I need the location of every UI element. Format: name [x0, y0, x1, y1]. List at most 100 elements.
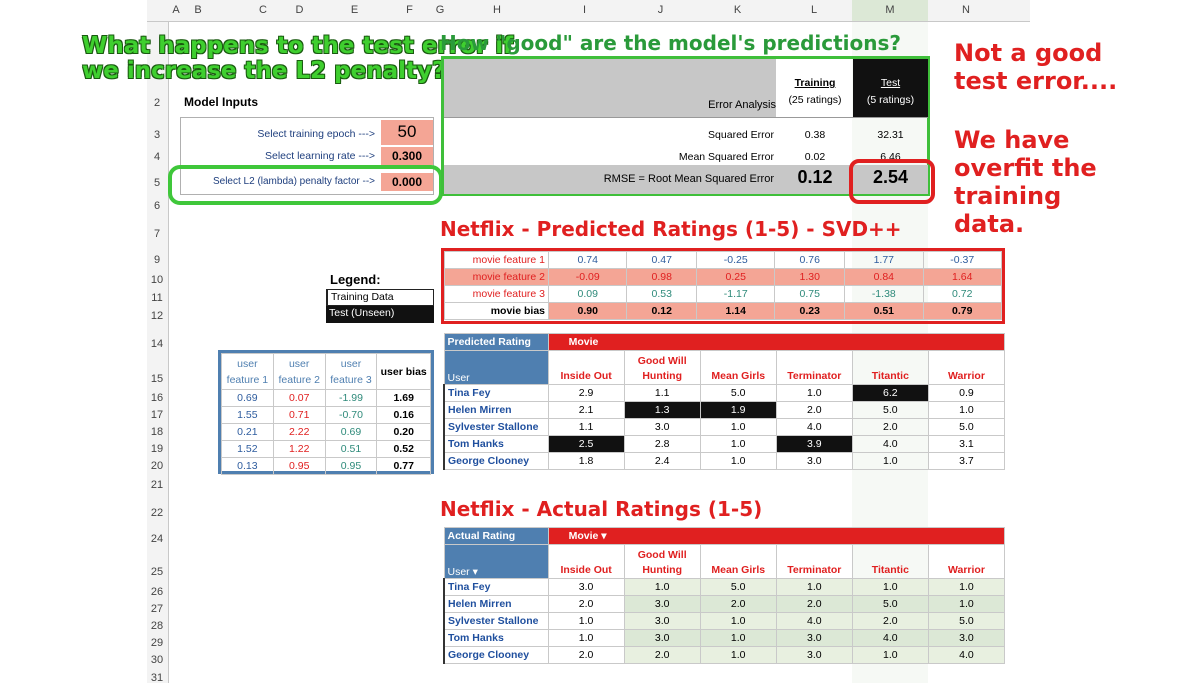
- rating-cell[interactable]: 4.0: [851, 629, 929, 647]
- feature-value[interactable]: 0.21: [221, 423, 274, 441]
- rating-cell[interactable]: 1.0: [851, 452, 929, 470]
- row-header[interactable]: 30: [150, 654, 164, 666]
- feature-value[interactable]: 1.77: [844, 251, 924, 269]
- feature-value[interactable]: 0.95: [272, 457, 326, 475]
- rating-cell[interactable]: 2.0: [775, 595, 853, 613]
- row-header[interactable]: 6: [153, 200, 161, 212]
- rating-cell[interactable]: 5.0: [851, 401, 929, 419]
- col-header-j[interactable]: J: [657, 4, 664, 16]
- movie-header[interactable]: Movie ▾: [547, 527, 1006, 545]
- rating-cell[interactable]: 3.0: [775, 452, 853, 470]
- col-header-f[interactable]: F: [406, 4, 413, 16]
- rating-cell[interactable]: 1.0: [699, 435, 777, 453]
- feature-value[interactable]: -1.17: [696, 285, 776, 303]
- feature-value[interactable]: 1.22: [272, 440, 326, 458]
- rating-cell[interactable]: 3.0: [775, 629, 853, 647]
- feature-value[interactable]: 1.14: [696, 302, 776, 320]
- feature-value[interactable]: 1.69: [376, 389, 431, 407]
- feature-value[interactable]: 0.95: [324, 457, 378, 475]
- rating-cell[interactable]: 0.9: [927, 384, 1006, 402]
- row-header[interactable]: 10: [150, 274, 164, 286]
- feature-value[interactable]: 0.79: [922, 302, 1003, 320]
- row-header[interactable]: 16: [150, 392, 164, 404]
- rating-cell[interactable]: 2.5: [547, 435, 625, 453]
- rating-cell[interactable]: 1.0: [851, 646, 929, 664]
- feature-value[interactable]: 0.07: [272, 389, 326, 407]
- row-header[interactable]: 21: [150, 479, 164, 491]
- feature-value[interactable]: 0.53: [626, 285, 698, 303]
- rating-cell[interactable]: 1.0: [623, 578, 701, 596]
- rating-cell[interactable]: 4.0: [927, 646, 1006, 664]
- rating-cell[interactable]: 2.0: [851, 418, 929, 436]
- feature-value[interactable]: 0.75: [774, 285, 846, 303]
- row-header[interactable]: 25: [150, 566, 164, 578]
- rating-cell[interactable]: 3.0: [927, 629, 1006, 647]
- row-header[interactable]: 14: [150, 338, 164, 350]
- feature-value[interactable]: 0.16: [376, 406, 431, 424]
- rating-cell[interactable]: 1.0: [699, 612, 777, 630]
- rating-cell[interactable]: 1.3: [623, 401, 701, 419]
- rating-cell[interactable]: 2.9: [547, 384, 625, 402]
- rating-cell[interactable]: 5.0: [927, 612, 1006, 630]
- rating-cell[interactable]: 3.7: [927, 452, 1006, 470]
- feature-value[interactable]: -0.37: [922, 251, 1003, 269]
- rating-cell[interactable]: 4.0: [851, 435, 929, 453]
- rating-cell[interactable]: 1.0: [775, 384, 853, 402]
- row-header[interactable]: 28: [150, 620, 164, 632]
- rating-cell[interactable]: 3.0: [623, 595, 701, 613]
- rating-cell[interactable]: 1.0: [699, 452, 777, 470]
- feature-value[interactable]: -0.70: [324, 406, 378, 424]
- rating-cell[interactable]: 2.4: [623, 452, 701, 470]
- feature-value[interactable]: -1.99: [324, 389, 378, 407]
- feature-value[interactable]: 0.23: [774, 302, 846, 320]
- row-header[interactable]: 20: [150, 460, 164, 472]
- feature-value[interactable]: 0.51: [324, 440, 378, 458]
- row-header[interactable]: 22: [150, 507, 164, 519]
- row-header[interactable]: 11: [151, 292, 163, 304]
- feature-value[interactable]: 0.77: [376, 457, 431, 475]
- col-header-i[interactable]: I: [582, 4, 587, 16]
- rating-cell[interactable]: 4.0: [775, 418, 853, 436]
- col-header-l[interactable]: L: [810, 4, 818, 16]
- feature-value[interactable]: 0.47: [626, 251, 698, 269]
- row-header[interactable]: 19: [150, 443, 164, 455]
- rating-cell[interactable]: 1.0: [927, 578, 1006, 596]
- rating-cell[interactable]: 5.0: [851, 595, 929, 613]
- rating-cell[interactable]: 1.0: [699, 646, 777, 664]
- col-header-m[interactable]: M: [852, 0, 928, 21]
- feature-value[interactable]: 0.25: [696, 268, 776, 286]
- rating-cell[interactable]: 3.1: [927, 435, 1006, 453]
- row-header[interactable]: 12: [150, 310, 164, 322]
- feature-value[interactable]: -1.38: [844, 285, 924, 303]
- rating-cell[interactable]: 1.8: [547, 452, 625, 470]
- feature-value[interactable]: 0.09: [547, 285, 628, 303]
- feature-value[interactable]: 1.30: [774, 268, 846, 286]
- col-header-c[interactable]: C: [259, 4, 267, 16]
- col-header-k[interactable]: K: [733, 4, 742, 16]
- rating-cell[interactable]: 3.0: [623, 418, 701, 436]
- col-header-e[interactable]: E: [350, 4, 359, 16]
- row-header[interactable]: 31: [150, 672, 164, 683]
- col-header-g[interactable]: G: [435, 4, 445, 16]
- col-header-b[interactable]: B: [194, 4, 202, 16]
- rating-cell[interactable]: 5.0: [699, 578, 777, 596]
- rating-cell[interactable]: 1.0: [547, 629, 625, 647]
- rating-cell[interactable]: 1.1: [547, 418, 625, 436]
- col-header-n[interactable]: N: [962, 4, 970, 16]
- feature-value[interactable]: 0.69: [324, 423, 378, 441]
- feature-value[interactable]: 0.84: [844, 268, 924, 286]
- row-header[interactable]: 29: [150, 637, 164, 649]
- row-header[interactable]: 27: [150, 603, 164, 615]
- rating-cell[interactable]: 3.9: [775, 435, 853, 453]
- learning-rate-input[interactable]: 0.300: [381, 147, 433, 165]
- feature-value[interactable]: 0.12: [626, 302, 698, 320]
- row-header[interactable]: 26: [150, 586, 164, 598]
- col-header-d[interactable]: D: [295, 4, 304, 16]
- l2-penalty-input[interactable]: 0.000: [381, 173, 433, 191]
- feature-value[interactable]: 0.76: [774, 251, 846, 269]
- row-header[interactable]: 5: [153, 177, 161, 189]
- row-header[interactable]: 7: [153, 228, 161, 240]
- feature-value[interactable]: 0.52: [376, 440, 431, 458]
- rating-cell[interactable]: 5.0: [927, 418, 1006, 436]
- rating-cell[interactable]: 1.0: [699, 629, 777, 647]
